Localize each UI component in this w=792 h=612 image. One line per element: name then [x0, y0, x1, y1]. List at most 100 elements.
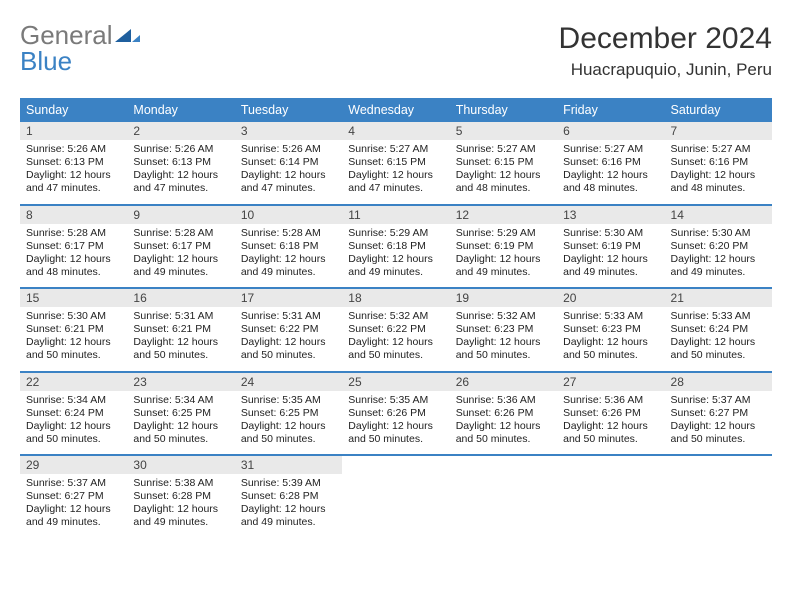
- sunset-line: Sunset: 6:24 PM: [671, 323, 766, 336]
- daylight-line-2: and 50 minutes.: [456, 349, 551, 362]
- daylight-line-1: Daylight: 12 hours: [563, 169, 658, 182]
- calendar-day-cell: 23 Sunrise: 5:34 AMSunset: 6:25 PMDayligh…: [127, 372, 234, 456]
- daylight-line-2: and 50 minutes.: [456, 433, 551, 446]
- calendar-day-cell: 28Sunrise: 5:37 AMSunset: 6:27 PMDayligh…: [665, 372, 772, 456]
- day-number: 9: [127, 206, 234, 224]
- daylight-line-1: Daylight: 12 hours: [563, 420, 658, 433]
- day-number: 19: [450, 289, 557, 307]
- daylight-line-2: and 48 minutes.: [563, 182, 658, 195]
- day-details: Sunrise: 5:31 AMSunset: 6:21 PMDaylight:…: [127, 307, 234, 371]
- sunrise-line: Sunrise: 5:33 AM: [563, 310, 658, 323]
- day-number: 30: [127, 456, 234, 474]
- daylight-line-1: Daylight: 12 hours: [563, 336, 658, 349]
- sunset-line: Sunset: 6:13 PM: [133, 156, 228, 169]
- sunrise-line: Sunrise: 5:27 AM: [671, 143, 766, 156]
- calendar-day-cell: 11Sunrise: 5:29 AMSunset: 6:18 PMDayligh…: [342, 205, 449, 289]
- logo: General Blue: [20, 22, 141, 74]
- daylight-line-1: Daylight: 12 hours: [133, 253, 228, 266]
- daylight-line-1: Daylight: 12 hours: [456, 253, 551, 266]
- sunrise-line: Sunrise: 5:27 AM: [456, 143, 551, 156]
- day-details: Sunrise: 5:26 AMSunset: 6:13 PMDaylight:…: [20, 140, 127, 204]
- calendar-day-cell: [450, 455, 557, 538]
- sunset-line: Sunset: 6:26 PM: [563, 407, 658, 420]
- header: General Blue December 2024 Huacrapuquio,…: [20, 22, 772, 80]
- day-details: Sunrise: 5:30 AMSunset: 6:20 PMDaylight:…: [665, 224, 772, 288]
- sunset-line: Sunset: 6:21 PM: [133, 323, 228, 336]
- sunrise-line: Sunrise: 5:35 AM: [348, 394, 443, 407]
- day-details: Sunrise: 5:27 AMSunset: 6:16 PMDaylight:…: [665, 140, 772, 204]
- daylight-line-1: Daylight: 12 hours: [133, 336, 228, 349]
- sunrise-line: Sunrise: 5:38 AM: [133, 477, 228, 490]
- sunrise-line: Sunrise: 5:34 AM: [133, 394, 228, 407]
- sunset-line: Sunset: 6:22 PM: [348, 323, 443, 336]
- daylight-line-1: Daylight: 12 hours: [26, 420, 121, 433]
- sunrise-line: Sunrise: 5:36 AM: [456, 394, 551, 407]
- weekday-header: Saturday: [665, 98, 772, 122]
- sunrise-line: Sunrise: 5:33 AM: [671, 310, 766, 323]
- day-details: Sunrise: 5:26 AMSunset: 6:13 PMDaylight:…: [127, 140, 234, 204]
- sunrise-line: Sunrise: 5:30 AM: [563, 227, 658, 240]
- sunrise-line: Sunrise: 5:32 AM: [456, 310, 551, 323]
- calendar-week-row: 15Sunrise: 5:30 AMSunset: 6:21 PMDayligh…: [20, 288, 772, 372]
- daylight-line-1: Daylight: 12 hours: [26, 336, 121, 349]
- sunset-line: Sunset: 6:22 PM: [241, 323, 336, 336]
- day-number: 27: [557, 373, 664, 391]
- logo-sail-icon: [115, 22, 141, 48]
- sunset-line: Sunset: 6:20 PM: [671, 240, 766, 253]
- sunset-line: Sunset: 6:17 PM: [133, 240, 228, 253]
- calendar-day-cell: 8Sunrise: 5:28 AMSunset: 6:17 PMDaylight…: [20, 205, 127, 289]
- day-details: Sunrise: 5:28 AMSunset: 6:17 PMDaylight:…: [127, 224, 234, 288]
- sunrise-line: Sunrise: 5:37 AM: [26, 477, 121, 490]
- daylight-line-1: Daylight: 12 hours: [26, 253, 121, 266]
- daylight-line-1: Daylight: 12 hours: [26, 169, 121, 182]
- day-details: Sunrise: 5:35 AMSunset: 6:26 PMDaylight:…: [342, 391, 449, 455]
- day-number: 23: [127, 373, 234, 391]
- sunset-line: Sunset: 6:25 PM: [241, 407, 336, 420]
- day-details: Sunrise: 5:39 AMSunset: 6:28 PMDaylight:…: [235, 474, 342, 538]
- calendar-day-cell: [665, 455, 772, 538]
- logo-word2: Blue: [20, 46, 72, 76]
- calendar-day-cell: 2Sunrise: 5:26 AMSunset: 6:13 PMDaylight…: [127, 122, 234, 205]
- day-details: Sunrise: 5:34 AMSunset: 6:24 PMDaylight:…: [20, 391, 127, 455]
- daylight-line-1: Daylight: 12 hours: [348, 420, 443, 433]
- sunset-line: Sunset: 6:26 PM: [348, 407, 443, 420]
- sunrise-line: Sunrise: 5:28 AM: [241, 227, 336, 240]
- day-details: Sunrise: 5:26 AMSunset: 6:14 PMDaylight:…: [235, 140, 342, 204]
- calendar-day-cell: 12Sunrise: 5:29 AMSunset: 6:19 PMDayligh…: [450, 205, 557, 289]
- day-details: Sunrise: 5:32 AMSunset: 6:22 PMDaylight:…: [342, 307, 449, 371]
- sunrise-line: Sunrise: 5:35 AM: [241, 394, 336, 407]
- calendar-day-cell: 1Sunrise: 5:26 AMSunset: 6:13 PMDaylight…: [20, 122, 127, 205]
- calendar-week-row: 22Sunrise: 5:34 AMSunset: 6:24 PMDayligh…: [20, 372, 772, 456]
- daylight-line-2: and 50 minutes.: [133, 349, 228, 362]
- calendar-day-cell: 3Sunrise: 5:26 AMSunset: 6:14 PMDaylight…: [235, 122, 342, 205]
- sunrise-line: Sunrise: 5:26 AM: [26, 143, 121, 156]
- day-number: 12: [450, 206, 557, 224]
- calendar-day-cell: 17Sunrise: 5:31 AMSunset: 6:22 PMDayligh…: [235, 288, 342, 372]
- day-details: Sunrise: 5:38 AMSunset: 6:28 PMDaylight:…: [127, 474, 234, 538]
- sunrise-line: Sunrise: 5:26 AM: [241, 143, 336, 156]
- sunrise-line: Sunrise: 5:26 AM: [133, 143, 228, 156]
- sunset-line: Sunset: 6:28 PM: [241, 490, 336, 503]
- sunset-line: Sunset: 6:25 PM: [133, 407, 228, 420]
- sunrise-line: Sunrise: 5:29 AM: [456, 227, 551, 240]
- calendar-day-cell: 25Sunrise: 5:35 AMSunset: 6:26 PMDayligh…: [342, 372, 449, 456]
- sunrise-line: Sunrise: 5:31 AM: [133, 310, 228, 323]
- daylight-line-1: Daylight: 12 hours: [133, 420, 228, 433]
- calendar-day-cell: 4Sunrise: 5:27 AMSunset: 6:15 PMDaylight…: [342, 122, 449, 205]
- sunrise-line: Sunrise: 5:29 AM: [348, 227, 443, 240]
- sunrise-line: Sunrise: 5:34 AM: [26, 394, 121, 407]
- daylight-line-1: Daylight: 12 hours: [133, 503, 228, 516]
- day-number: 6: [557, 122, 664, 140]
- calendar-week-row: 29Sunrise: 5:37 AMSunset: 6:27 PMDayligh…: [20, 455, 772, 538]
- calendar-day-cell: 15Sunrise: 5:30 AMSunset: 6:21 PMDayligh…: [20, 288, 127, 372]
- sunset-line: Sunset: 6:16 PM: [671, 156, 766, 169]
- title-block: December 2024 Huacrapuquio, Junin, Peru: [559, 22, 772, 80]
- daylight-line-1: Daylight: 12 hours: [348, 169, 443, 182]
- daylight-line-1: Daylight: 12 hours: [671, 420, 766, 433]
- weekday-header: Sunday: [20, 98, 127, 122]
- day-number: 15: [20, 289, 127, 307]
- calendar-day-cell: 7Sunrise: 5:27 AMSunset: 6:16 PMDaylight…: [665, 122, 772, 205]
- daylight-line-2: and 49 minutes.: [456, 266, 551, 279]
- day-details: Sunrise: 5:27 AMSunset: 6:15 PMDaylight:…: [450, 140, 557, 204]
- daylight-line-2: and 49 minutes.: [563, 266, 658, 279]
